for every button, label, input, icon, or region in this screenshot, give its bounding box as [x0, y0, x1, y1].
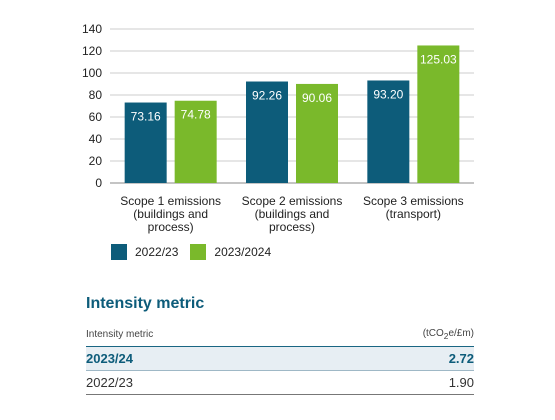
legend-label-2022-23: 2022/23 [135, 245, 179, 259]
legend-swatch-2022-23 [111, 244, 127, 260]
row-value: 1.90 [306, 370, 474, 395]
x-category-line: Scope 3 emissions [363, 194, 464, 208]
x-category-label: Scope 3 emissions (transport) [363, 194, 464, 221]
bar-value-label: 92.26 [252, 89, 282, 103]
x-category-line: Scope 2 emissions [242, 194, 343, 208]
bar [417, 45, 460, 184]
bar [296, 83, 338, 183]
bar-value-label: 90.06 [302, 91, 332, 105]
bar [174, 100, 217, 183]
x-category-line: (transport) [386, 207, 441, 221]
x-category-line: (buildings and [255, 207, 330, 221]
table-row-2023-24: 2023/24 2.72 [86, 346, 474, 371]
x-category-line: (buildings and [133, 207, 208, 221]
x-category-line: process) [269, 220, 315, 234]
legend-item-2022-23: 2022/23 [111, 244, 178, 260]
bar [246, 81, 288, 183]
x-category-label: Scope 1 emissions (buildings and process) [120, 194, 221, 234]
y-tick-label: 80 [89, 88, 103, 102]
bar [367, 80, 410, 183]
row-period: 2022/23 [86, 370, 307, 395]
unit-subscript: 2 [443, 331, 449, 341]
emissions-bar-chart: 0 20 40 60 80 100 120 140 73.16 92.26 93.20 74.78 9… [82, 22, 474, 234]
bar-value-label: 125.03 [420, 52, 457, 66]
x-axis-categories: Scope 1 emissions (buildings and process)S… [120, 194, 463, 234]
unit-prefix: (tCO [422, 328, 444, 339]
bar-value-label: 74.78 [181, 108, 211, 122]
bar-value-label: 93.20 [373, 87, 403, 101]
row-value: 2.72 [306, 346, 474, 371]
legend-swatch-2023-2024 [190, 244, 207, 260]
legend-label-2023-2024: 2023/2024 [214, 245, 272, 259]
bar [124, 102, 167, 183]
header-unit: (tCO2e/£m) [306, 322, 474, 347]
y-axis-ticks: 0 20 40 60 80 100 120 140 [82, 22, 102, 190]
row-period: 2023/24 [86, 346, 307, 371]
y-tick-label: 0 [95, 176, 102, 190]
y-tick-label: 40 [89, 132, 103, 146]
header-metric: Intensity metric [86, 322, 307, 347]
y-tick-label: 60 [89, 110, 103, 124]
unit-suffix: e/£m) [448, 328, 474, 339]
table-header-row: Intensity metric (tCO2e/£m) [86, 322, 474, 347]
x-category-line: Scope 1 emissions [120, 194, 221, 208]
y-tick-label: 20 [89, 154, 103, 168]
chart-gridlines [110, 28, 474, 184]
bar-value-labels: 73.16 92.26 93.20 74.78 90.06 125.03 [131, 52, 457, 123]
legend-item-2023-2024: 2023/2024 [190, 244, 271, 260]
intensity-metric-table: Intensity metric (tCO2e/£m) 2023/24 2.72… [86, 322, 474, 395]
x-category-line: process) [148, 220, 194, 234]
table-row-2022-23: 2022/23 1.90 [86, 370, 474, 395]
y-tick-label: 140 [82, 22, 102, 36]
x-category-label: Scope 2 emissions (buildings and process) [242, 194, 343, 234]
y-tick-label: 100 [82, 66, 102, 80]
intensity-metric-title: Intensity metric [86, 295, 205, 312]
y-tick-label: 120 [82, 44, 102, 58]
chart-bars [124, 45, 460, 184]
bar-value-label: 73.16 [131, 110, 161, 124]
chart-legend: 2022/23 2023/2024 [111, 244, 283, 260]
